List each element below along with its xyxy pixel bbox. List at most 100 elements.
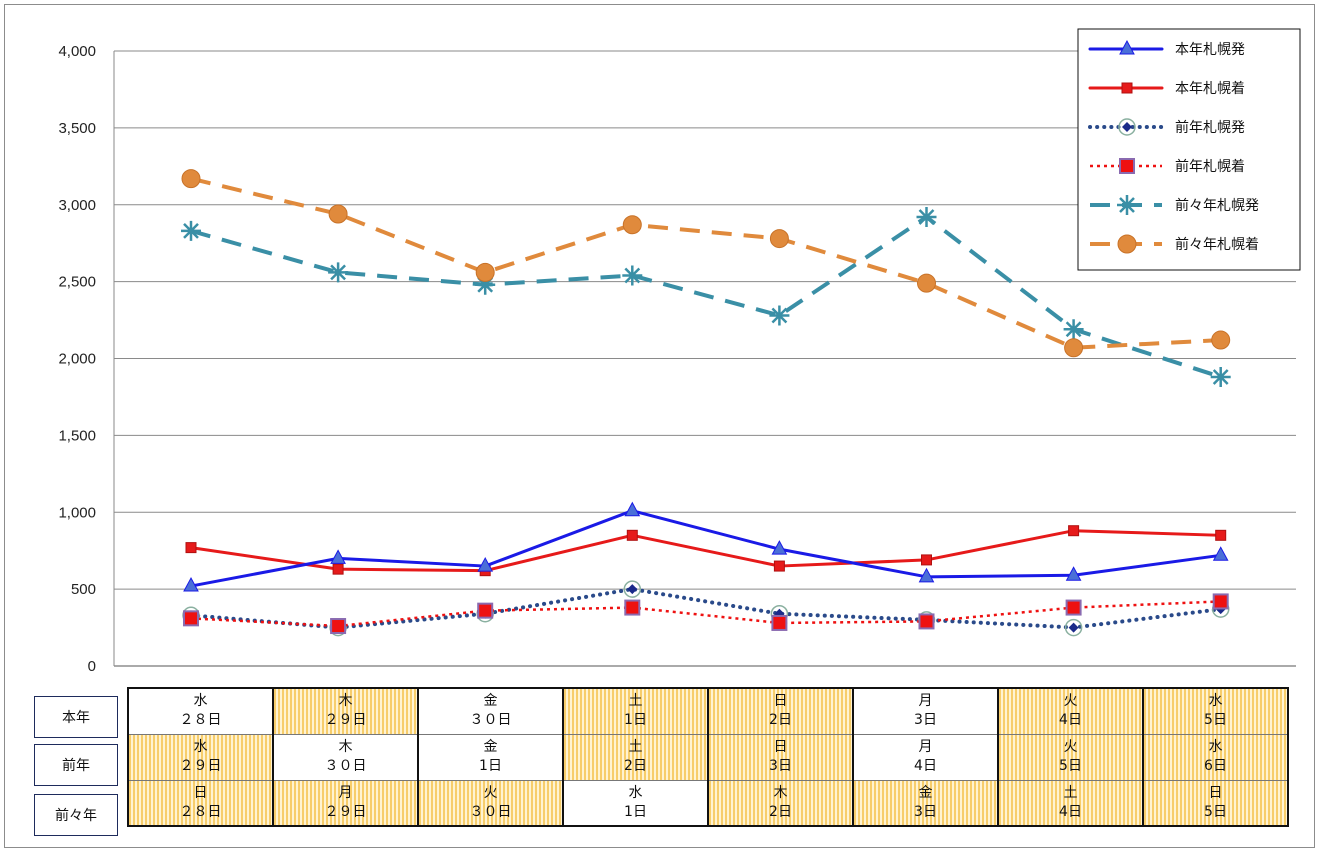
line-chart: 0 500 1,000 1,500 2,000 2,500 3,000 3,500 4,000 本… [58,28,1301,675]
data-point-s0-4 [771,540,788,555]
legend-label-0: 本年札幌発 [1175,42,1245,58]
day-cell: 日 3日 [707,733,854,781]
legend-marker-0 [1119,39,1135,55]
legend-marker-1 [1121,82,1133,94]
date-label: ２９日 [324,712,367,729]
date-label: 5日 [1204,803,1227,820]
legend-label-2: 前年札幌発 [1175,119,1245,136]
date-label: ２９日 [179,758,222,774]
date-label: 5日 [1059,758,1082,774]
data-point-s4-3 [622,265,643,286]
date-label: 3日 [769,758,792,774]
day-cell: 金 1日 [417,733,564,781]
date-label: ３０日 [469,712,512,729]
legend-label-5: 前々年札幌着 [1175,236,1259,253]
weekday-label: 木 [338,693,353,710]
date-label: 4日 [914,758,937,774]
series-line-1 [189,529,1223,573]
weekday-label: 土 [628,693,643,710]
table-row: 日 ２８日 月 ２９日 火 ３０日 水 1日 木 2日 金 3日 土 4日 日 5日 [127,779,1289,827]
data-point-s2-3 [627,584,638,595]
data-point-s4-0 [181,220,201,241]
date-label: ２９日 [324,803,367,820]
legend-marker-2-halo [1118,118,1136,136]
day-cell: 水 6日 [1142,733,1289,781]
data-point-s1-7 [1215,529,1227,541]
legend [1077,28,1301,271]
date-label: 6日 [1204,758,1227,774]
data-point-s2-3-halo [623,580,642,598]
date-label: 1日 [479,758,502,774]
weekday-label: 土 [628,739,643,755]
data-point-s3-6 [1065,599,1082,616]
date-label: 1日 [624,712,647,729]
data-point-s4-5 [916,207,937,228]
day-cell: 水 5日 [1142,687,1289,735]
legend-marker-5 [1117,234,1137,254]
y-tick-label: 500 [71,581,96,598]
date-label: 2日 [624,758,647,774]
weekday-label: 金 [483,693,498,710]
weekday-label: 日 [1208,784,1223,801]
data-point-s1-1 [332,563,344,575]
series-line-2 [189,587,1223,630]
data-point-s4-4 [769,305,790,326]
data-point-s2-6 [1068,622,1079,633]
weekday-label: 水 [193,739,208,755]
date-label: 2日 [769,712,792,729]
data-point-s5-1 [328,204,348,224]
day-cell: 木 ２９日 [272,687,419,735]
date-label: 4日 [1059,712,1082,729]
day-cell: 火 5日 [997,733,1144,781]
weekday-label: 月 [918,739,933,755]
weekday-label: 金 [483,739,498,755]
weekday-label: 日 [773,693,788,710]
weekday-label: 火 [1063,693,1078,710]
date-label: 4日 [1059,803,1082,820]
day-cell: 木 ３０日 [272,733,419,781]
legend-label-3: 前年札幌着 [1175,158,1245,175]
y-tick-label: 2,500 [58,274,96,291]
date-label: ３０日 [324,758,367,774]
legend-marker-3 [1119,158,1135,174]
data-point-s3-0 [183,610,199,627]
day-cell: 日 5日 [1142,779,1289,827]
day-table: 水 ２８日木 ２９日金 ３０日土 1日日 2日月 3日火 4日水 5日水 ２９日木 ３０日金 1日土 2… [127,687,1289,827]
data-point-s3-2 [477,602,494,619]
date-label: 1日 [624,803,647,820]
date-label: 5日 [1204,712,1227,729]
y-tick-label: 3,000 [58,197,96,214]
legend-label-1: 本年札幌着 [1175,81,1245,97]
legend-marker-4 [1117,195,1137,215]
data-point-s5-6 [1064,338,1084,358]
data-point-s3-5 [918,613,935,630]
data-point-s0-0 [183,576,199,592]
day-cell: 水 ２９日 [127,733,274,781]
data-point-s0-3 [624,501,641,517]
data-point-s5-7 [1211,330,1231,350]
day-cell: 水 ２８日 [127,687,274,735]
row-label-two-years-ago: 前々年 [34,794,118,836]
weekday-label: 火 [1063,739,1078,755]
y-tick-label: 3,500 [58,120,96,137]
data-point-s5-2 [475,262,495,282]
data-point-s4-2 [475,274,496,295]
weekday-label: 火 [483,784,498,801]
y-tick-label: 0 [88,658,96,675]
weekday-label: 金 [918,784,933,801]
day-cell: 水 1日 [562,779,709,827]
series-line-0 [189,509,1223,588]
data-point-s4-7 [1210,366,1231,387]
day-cell: 月 3日 [852,687,999,735]
day-cell: 土 4日 [997,779,1144,827]
legend-label-4: 前々年札幌発 [1175,197,1259,214]
table-row: 水 ２９日 木 ３０日 金 1日 土 2日 日 3日 月 4日 火 5日 水 6日 [127,733,1289,781]
weekday-label: 水 [1208,739,1223,755]
day-cell: 火 ３０日 [417,779,564,827]
data-point-s0-6 [1065,566,1082,581]
data-point-s0-1 [330,549,346,564]
weekday-label: 水 [628,784,643,801]
data-point-s1-5 [921,554,932,566]
data-point-s5-4 [769,229,789,249]
data-point-s0-5 [918,567,935,583]
